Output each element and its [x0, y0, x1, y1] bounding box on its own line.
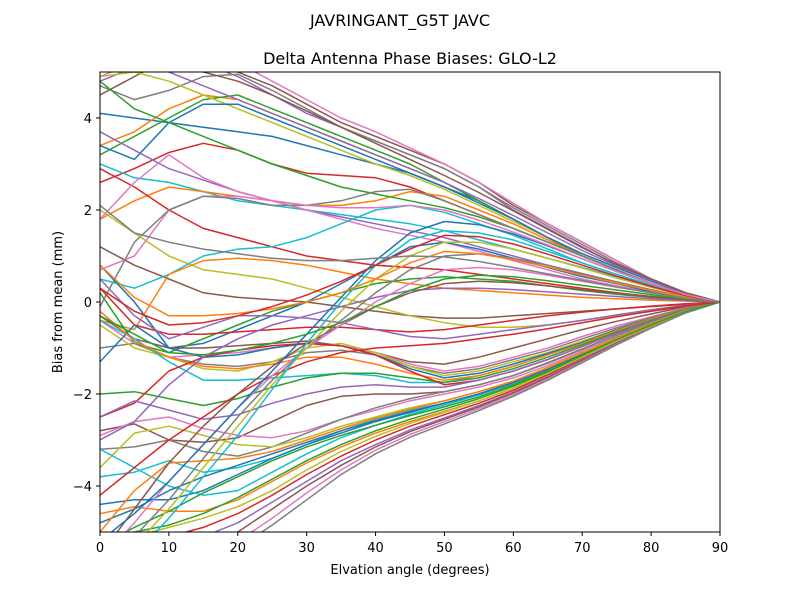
- x-tick-label: 80: [643, 541, 660, 556]
- series-line-35: [100, 301, 720, 421]
- series-line-60: [154, 229, 720, 532]
- series-line-49: [148, 301, 720, 532]
- series-line-56: [116, 280, 720, 532]
- series-line-18: [100, 188, 720, 307]
- x-tick-label: 30: [298, 541, 315, 556]
- series-line-33: [100, 301, 720, 407]
- x-axis: 0 10 20 30 40 50 60 70 80 90: [96, 532, 728, 556]
- series-line-32: [100, 301, 720, 381]
- series-line-66: [201, 72, 720, 303]
- series-line-38: [100, 301, 720, 457]
- series-line-54: [100, 301, 720, 496]
- series-line-19: [100, 209, 720, 329]
- series-line-26: [100, 301, 720, 365]
- series-line-58: [137, 252, 720, 532]
- series-line-67: [100, 154, 720, 303]
- y-tick-label: −4: [73, 480, 92, 495]
- series-line-63: [100, 274, 720, 356]
- series-line-37: [100, 301, 720, 439]
- series-line-8: [100, 73, 720, 303]
- y-axis: −4 −2 0 2 4: [73, 112, 100, 495]
- x-tick-label: 50: [436, 541, 453, 556]
- series-line-45: [212, 301, 720, 532]
- x-axis-label: Elvation angle (degrees): [330, 563, 489, 578]
- y-tick-label: 2: [84, 204, 92, 219]
- chart-title: Delta Antenna Phase Biases: GLO-L2: [263, 49, 557, 68]
- x-tick-label: 60: [505, 541, 522, 556]
- x-tick-label: 10: [161, 541, 178, 556]
- series-line-46: [235, 301, 720, 532]
- series-line-11: [100, 103, 720, 303]
- series-line-24: [100, 287, 720, 335]
- series-line-53: [124, 301, 720, 532]
- x-tick-label: 40: [367, 541, 384, 556]
- series-line-68: [100, 204, 720, 303]
- x-tick-label: 20: [230, 541, 247, 556]
- series-line-48: [260, 301, 720, 532]
- series-line-65: [166, 72, 720, 303]
- series-line-62: [100, 250, 720, 317]
- series-line-25: [100, 278, 720, 340]
- series-line-7: [100, 72, 720, 303]
- y-tick-label: −2: [73, 388, 92, 403]
- series-layer: [100, 72, 720, 532]
- chart-suptitle: JAVRINGANT_G5T JAVC: [309, 11, 490, 31]
- x-tick-label: 70: [574, 541, 591, 556]
- series-line-15: [100, 131, 720, 303]
- series-line-64: [100, 234, 720, 326]
- plot-frame: [99, 71, 721, 533]
- y-axis-label: Bias from mean (mm): [51, 231, 66, 373]
- y-tick-label: 0: [84, 296, 92, 311]
- y-tick-label: 4: [84, 112, 92, 127]
- series-line-52: [100, 301, 720, 532]
- series-line-23: [100, 275, 720, 354]
- x-tick-label: 90: [712, 541, 729, 556]
- x-tick-label: 0: [96, 541, 104, 556]
